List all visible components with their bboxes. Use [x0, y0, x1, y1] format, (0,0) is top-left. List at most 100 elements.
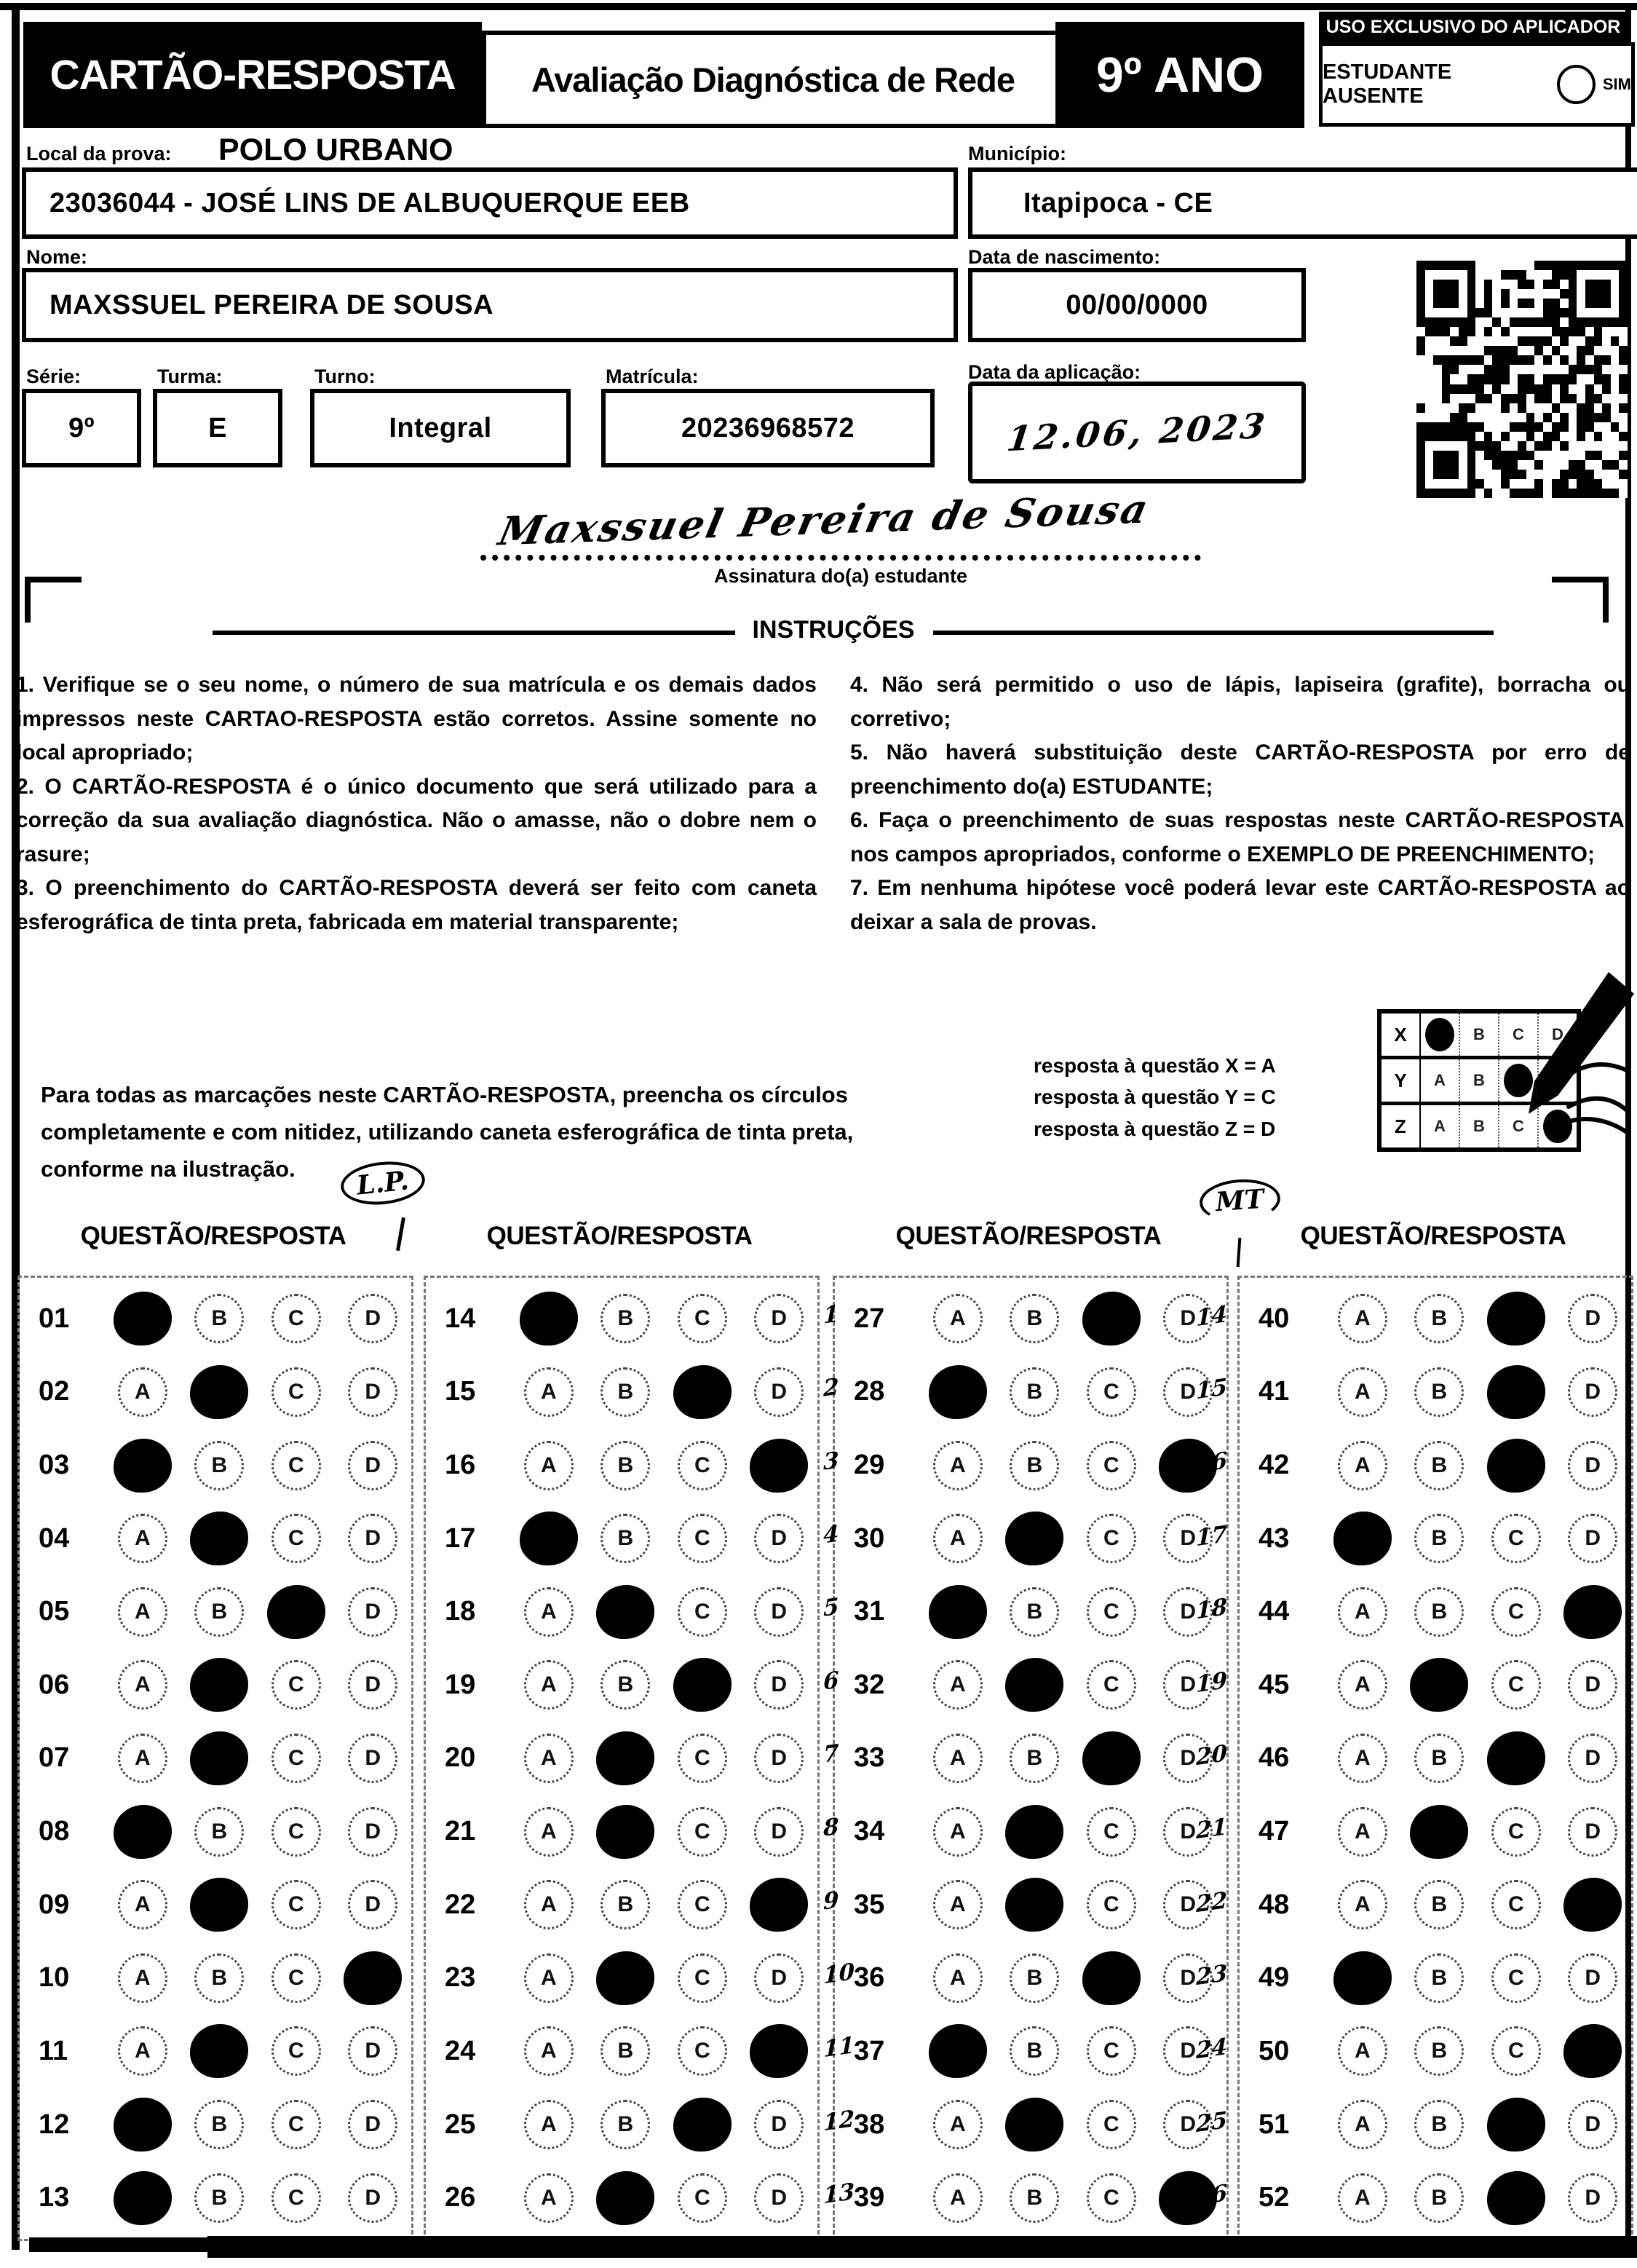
bubble-b-filled[interactable]	[190, 1512, 249, 1566]
bubble-b[interactable]: B	[1414, 1367, 1464, 1417]
bubble-c[interactable]: C	[1491, 1806, 1541, 1857]
bubble-b[interactable]: B	[1414, 1953, 1464, 2003]
bubble-a[interactable]: A	[1337, 1294, 1387, 1344]
bubble-c[interactable]: C	[1491, 1587, 1541, 1637]
bubble-d[interactable]: D	[1568, 2173, 1618, 2223]
bubble-d[interactable]: D	[1163, 1806, 1213, 1857]
bubble-a[interactable]: A	[117, 1880, 167, 1930]
bubble-c-filled[interactable]	[266, 1584, 325, 1639]
bubble-c-filled[interactable]	[673, 1658, 732, 1712]
bubble-d[interactable]: D	[1163, 2026, 1213, 2077]
bubble-c[interactable]: C	[271, 1733, 321, 1783]
bubble-d[interactable]: D	[754, 1806, 804, 1857]
signature-line[interactable]	[480, 510, 1201, 561]
bubble-c[interactable]: C	[677, 1953, 727, 2003]
bubble-a-filled[interactable]	[113, 1438, 172, 1493]
bubble-a-filled[interactable]	[928, 1584, 987, 1639]
bubble-a[interactable]: A	[117, 1660, 167, 1710]
bubble-d[interactable]: D	[348, 1367, 398, 1417]
bubble-b[interactable]: B	[1010, 1367, 1060, 1417]
bubble-c[interactable]: C	[677, 1294, 727, 1344]
bubble-b-filled[interactable]	[1005, 1658, 1064, 1712]
bubble-b[interactable]: B	[194, 2173, 245, 2223]
bubble-b-filled[interactable]	[190, 1658, 249, 1712]
bubble-a[interactable]: A	[1337, 1806, 1387, 1857]
bubble-a[interactable]: A	[1337, 1367, 1387, 1417]
bubble-d[interactable]: D	[348, 2173, 398, 2223]
bubble-d[interactable]: D	[1568, 1514, 1618, 1564]
bubble-a[interactable]: A	[932, 1806, 983, 1857]
bubble-d[interactable]: D	[348, 1733, 398, 1783]
bubble-c[interactable]: C	[1086, 1880, 1136, 1930]
bubble-c[interactable]: C	[1086, 2173, 1136, 2223]
bubble-d[interactable]: D	[1163, 1514, 1213, 1564]
bubble-d[interactable]: D	[348, 1440, 398, 1490]
bubble-b[interactable]: B	[194, 1440, 245, 1490]
bubble-c[interactable]: C	[1086, 1367, 1136, 1417]
bubble-a-filled[interactable]	[113, 1804, 172, 1859]
bubble-a[interactable]: A	[1337, 1587, 1387, 1637]
bubble-a[interactable]: A	[117, 1733, 167, 1783]
bubble-c[interactable]: C	[1086, 1587, 1136, 1637]
bubble-c[interactable]: C	[271, 1367, 321, 1417]
bubble-c[interactable]: C	[677, 2173, 727, 2223]
bubble-b[interactable]: B	[1414, 1587, 1464, 1637]
bubble-a[interactable]: A	[523, 1660, 574, 1710]
bubble-d[interactable]: D	[1163, 1587, 1213, 1637]
bubble-c[interactable]: C	[1086, 2100, 1136, 2149]
bubble-a[interactable]: A	[523, 2026, 574, 2077]
bubble-d-filled[interactable]	[1563, 1584, 1622, 1639]
bubble-a[interactable]: A	[523, 1367, 574, 1417]
bubble-a[interactable]: A	[523, 1806, 574, 1857]
bubble-d[interactable]: D	[1568, 1953, 1618, 2003]
bubble-c-filled[interactable]	[1486, 1731, 1545, 1785]
bubble-d-filled[interactable]	[750, 2024, 809, 2079]
bubble-d[interactable]: D	[348, 1587, 398, 1637]
bubble-b[interactable]: B	[1414, 2100, 1464, 2149]
bubble-b[interactable]: B	[601, 1514, 651, 1564]
bubble-d[interactable]: D	[754, 1660, 804, 1710]
bubble-c[interactable]: C	[1491, 2026, 1541, 2077]
bubble-d[interactable]: D	[1568, 1660, 1618, 1710]
bubble-b-filled[interactable]	[1005, 1512, 1064, 1566]
bubble-c[interactable]: C	[1086, 2026, 1136, 2077]
bubble-d[interactable]: D	[754, 1514, 804, 1564]
bubble-b-filled[interactable]	[596, 1951, 655, 2005]
bubble-a[interactable]: A	[523, 1880, 574, 1930]
absent-bubble[interactable]	[1557, 65, 1596, 104]
bubble-c[interactable]: C	[1086, 1514, 1136, 1564]
bubble-d-filled[interactable]	[1159, 2170, 1218, 2225]
bubble-a[interactable]: A	[932, 1514, 983, 1564]
bubble-a[interactable]: A	[932, 1660, 983, 1710]
bubble-c[interactable]: C	[677, 1440, 727, 1490]
bubble-d[interactable]: D	[754, 1953, 804, 2003]
bubble-b-filled[interactable]	[1005, 1804, 1064, 1859]
bubble-d[interactable]: D	[1163, 1660, 1213, 1710]
bubble-d[interactable]: D	[1163, 1733, 1213, 1783]
bubble-b[interactable]: B	[1414, 1880, 1464, 1930]
bubble-c-filled[interactable]	[1486, 1364, 1545, 1419]
bubble-d[interactable]: D	[348, 1514, 398, 1564]
bubble-a[interactable]: A	[523, 1587, 574, 1637]
bubble-b[interactable]: B	[601, 1880, 651, 1930]
bubble-d[interactable]: D	[1568, 1806, 1618, 1857]
bubble-c[interactable]: C	[271, 1294, 321, 1344]
bubble-b[interactable]: B	[601, 1660, 651, 1710]
bubble-c[interactable]: C	[271, 2100, 321, 2149]
bubble-d[interactable]: D	[348, 1660, 398, 1710]
bubble-b[interactable]: B	[1010, 1587, 1060, 1637]
bubble-a[interactable]: A	[932, 1953, 983, 2003]
bubble-a-filled[interactable]	[113, 2170, 172, 2225]
bubble-d[interactable]: D	[348, 1806, 398, 1857]
bubble-b-filled[interactable]	[596, 1804, 655, 1859]
bubble-d[interactable]: D	[348, 1880, 398, 1930]
bubble-c[interactable]: C	[677, 1587, 727, 1637]
bubble-a[interactable]: A	[1337, 1660, 1387, 1710]
bubble-b[interactable]: B	[601, 1440, 651, 1490]
bubble-b-filled[interactable]	[1005, 1878, 1064, 1932]
bubble-c[interactable]: C	[271, 1514, 321, 1564]
bubble-c-filled[interactable]	[673, 2098, 732, 2152]
bubble-c-filled[interactable]	[1082, 1951, 1141, 2005]
bubble-b[interactable]: B	[1414, 1294, 1464, 1344]
aplicacao-field[interactable]: 12.06, 2023	[968, 382, 1306, 483]
